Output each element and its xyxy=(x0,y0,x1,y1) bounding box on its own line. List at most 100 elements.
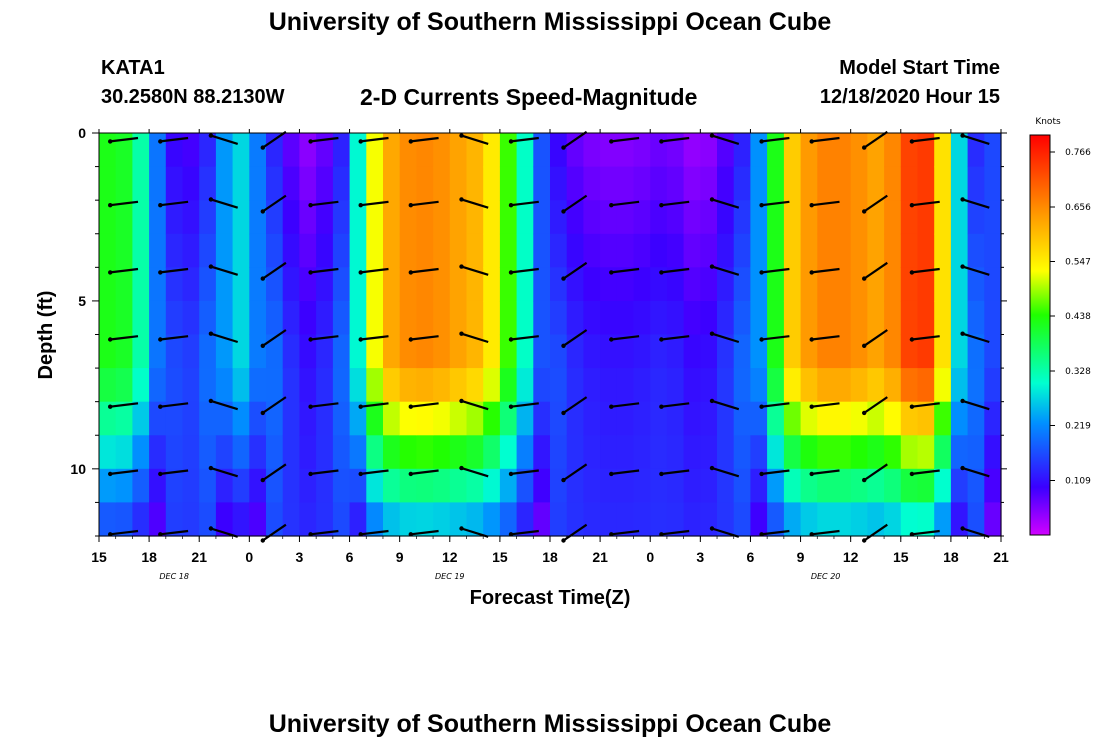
current-vector xyxy=(510,402,539,408)
heat-cell xyxy=(917,468,935,503)
heat-cell xyxy=(232,133,250,168)
heat-cell xyxy=(299,334,317,369)
current-vector-tip xyxy=(208,398,214,404)
current-vector xyxy=(661,200,690,207)
current-vector-tip xyxy=(709,526,715,531)
heat-cell xyxy=(950,133,969,168)
current-vector-tip xyxy=(659,139,664,144)
current-vector xyxy=(562,194,588,213)
heat-cell xyxy=(232,401,250,436)
colorbar-label: 0.766 xyxy=(1065,148,1091,158)
current-vector-tip xyxy=(609,139,614,144)
heat-cell xyxy=(984,435,1002,470)
x-tick-label: 21 xyxy=(592,549,608,565)
heat-cell xyxy=(466,334,484,369)
current-vector-tip xyxy=(158,270,163,275)
heat-cell xyxy=(416,133,434,168)
current-vector-tip xyxy=(659,270,664,275)
current-vector-tip xyxy=(459,133,464,138)
heat-cell xyxy=(950,401,969,436)
heat-cell xyxy=(266,166,284,201)
heat-cell xyxy=(984,401,1002,436)
heat-cell xyxy=(850,300,868,336)
heat-cell xyxy=(583,435,601,470)
heat-cell xyxy=(416,368,434,403)
heat-cell xyxy=(600,502,618,537)
heat-cell xyxy=(600,368,618,403)
heat-cell xyxy=(717,200,735,235)
current-vector-tip xyxy=(709,331,715,336)
current-vector-tip xyxy=(508,139,514,144)
current-vector-tip xyxy=(909,139,915,144)
heat-cell xyxy=(800,233,818,268)
current-vector-tip xyxy=(108,471,113,477)
current-vector-tip xyxy=(659,471,664,477)
heat-cell xyxy=(149,334,167,369)
heat-cell xyxy=(249,401,267,436)
heat-cell xyxy=(199,133,217,168)
current-vector-tip xyxy=(862,276,867,281)
heat-cell xyxy=(900,166,919,201)
heat-cell xyxy=(232,435,250,470)
x-tick-label: 21 xyxy=(993,549,1009,565)
heat-cell xyxy=(850,401,868,436)
heat-cell xyxy=(149,233,167,268)
heat-cell xyxy=(733,468,751,503)
heat-cell xyxy=(366,502,384,537)
current-vector-tip xyxy=(260,209,265,214)
heat-cell xyxy=(817,200,835,235)
heat-cell xyxy=(884,502,902,537)
heat-cell xyxy=(533,133,551,168)
current-vector-tip xyxy=(809,532,814,537)
heat-cell xyxy=(399,401,417,436)
heat-cell xyxy=(349,233,367,268)
heat-cell xyxy=(934,334,952,369)
heat-cell xyxy=(316,267,334,302)
heat-cell xyxy=(616,334,635,369)
heat-cell xyxy=(249,233,267,268)
current-vector-tip xyxy=(108,337,113,342)
current-vector xyxy=(360,200,389,207)
heat-cell xyxy=(249,435,267,470)
current-vector xyxy=(661,335,690,341)
current-vector-tip xyxy=(609,471,614,477)
heat-cell xyxy=(199,233,217,268)
heat-cell xyxy=(399,166,417,201)
heat-cell xyxy=(616,133,635,168)
current-vector xyxy=(761,267,790,274)
heat-cell xyxy=(867,468,885,503)
heat-cell xyxy=(383,502,401,537)
station-coords: 30.2580N 88.2130W xyxy=(101,86,285,108)
heat-cell xyxy=(99,401,117,436)
heat-cell xyxy=(566,133,584,168)
current-vector-tip xyxy=(862,145,867,150)
heat-cell xyxy=(316,502,334,537)
current-vector xyxy=(711,467,740,478)
heat-cell xyxy=(867,233,885,268)
heat-cell xyxy=(616,267,635,302)
current-vector-tip xyxy=(260,276,265,281)
heat-cell xyxy=(533,166,551,201)
day-label: DEC 20 xyxy=(811,572,841,581)
current-vector-tip xyxy=(408,404,413,409)
current-vector xyxy=(210,332,239,344)
heat-cell xyxy=(433,502,451,537)
current-vector-tip xyxy=(308,471,313,477)
heat-cell xyxy=(249,368,267,403)
heat-cell xyxy=(884,200,902,235)
heat-cell xyxy=(316,166,334,201)
current-vector-tip xyxy=(709,197,715,202)
heat-cell xyxy=(416,401,434,436)
current-vector-tip xyxy=(862,477,867,483)
heat-cell xyxy=(516,502,534,537)
current-vector xyxy=(510,267,539,274)
current-vector xyxy=(761,136,790,143)
current-vector xyxy=(611,136,640,143)
heat-cell xyxy=(232,233,250,268)
heat-cell xyxy=(282,200,300,235)
heat-cell xyxy=(332,300,351,336)
heat-cell xyxy=(717,166,735,201)
heat-cell xyxy=(984,200,1002,235)
current-vector xyxy=(711,134,740,145)
x-tick-label: 18 xyxy=(943,549,959,565)
